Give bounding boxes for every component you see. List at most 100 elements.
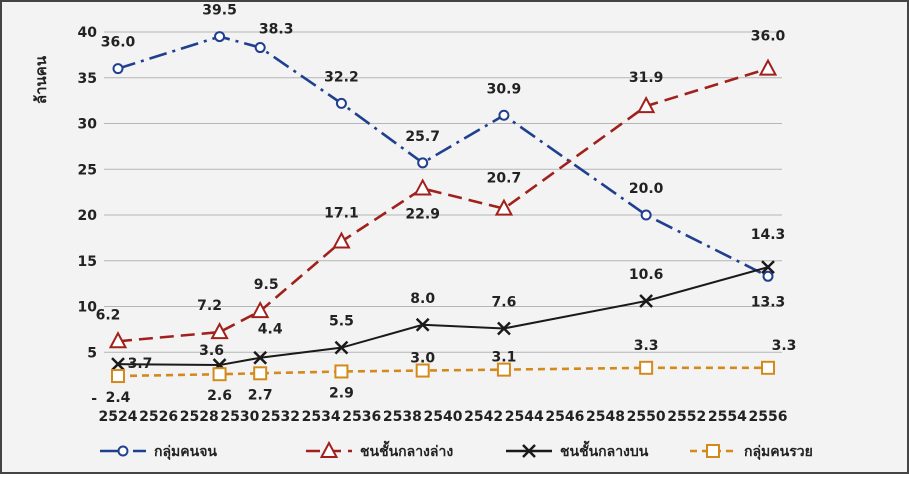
x-tick-label: 2534: [302, 409, 341, 425]
data-point: [334, 364, 349, 379]
x-axis: 2524 2526 2528 2530 2532 2534 2536 2538 2540 2542…: [99, 409, 788, 425]
data-point: [761, 360, 775, 375]
data-label: 3.1: [492, 350, 517, 366]
x-tick-label: 2526: [139, 409, 178, 425]
legend-label: ชนชั้นกลางล่าง: [360, 440, 453, 460]
data-point: [254, 42, 266, 54]
series-line: [117, 67, 769, 343]
data-point: [415, 363, 430, 378]
data-point: [761, 260, 775, 275]
data-point: [496, 362, 511, 377]
series-line: [117, 35, 769, 278]
legend: กลุ่มคนจน ชนชั้นกลางล่าง ชนชั้นกลางบน กลุ่ม…: [100, 440, 813, 460]
data-label: 25.7: [405, 129, 440, 145]
data-point: [253, 350, 268, 365]
data-point: [494, 198, 514, 216]
data-label: 9.5: [254, 277, 279, 293]
x-tick-label: 2552: [667, 409, 706, 425]
data-label: 6.2: [96, 307, 121, 323]
data-point: [762, 270, 774, 282]
y-tick-label: -: [91, 391, 97, 407]
data-label: 30.9: [487, 81, 522, 97]
data-point: [251, 300, 270, 319]
data-label: 3.7: [128, 356, 153, 372]
y-tick-label: 10: [78, 300, 98, 316]
x-tick-label: 2556: [749, 409, 788, 425]
x-tick-label: 2546: [545, 409, 584, 425]
data-label: 2.7: [248, 387, 273, 403]
x-tick-label: 2524: [99, 409, 138, 425]
data-label: 14.3: [751, 227, 786, 243]
data-label: 3.6: [199, 343, 224, 359]
legend-item: ชนชั้นกลางล่าง: [306, 440, 453, 460]
data-label: 10.6: [629, 267, 664, 283]
x-tick-label: 2530: [220, 409, 259, 425]
legend-marker: [522, 444, 536, 458]
data-label: 36.0: [101, 35, 136, 51]
data-point: [112, 63, 124, 75]
x-tick-label: 2532: [261, 409, 300, 425]
data-point: [335, 97, 347, 109]
legend-item: ชนชั้นกลางบน: [506, 440, 649, 460]
y-tick-label: 35: [78, 71, 97, 87]
data-point: [413, 178, 432, 196]
data-label: 31.9: [629, 70, 664, 86]
y-tick-label: 15: [78, 254, 97, 270]
data-label: 7.6: [492, 294, 517, 310]
y-tick-label: 20: [78, 208, 98, 224]
x-tick-label: 2538: [383, 409, 422, 425]
data-point: [636, 95, 656, 114]
data-label: 2.9: [329, 385, 354, 401]
x-tick-label: 2540: [424, 409, 463, 425]
y-tick-label: 5: [87, 345, 97, 361]
data-point: [111, 369, 125, 384]
data-point: [210, 322, 229, 340]
data-label: 36.0: [751, 29, 786, 45]
series-4: 2.4 2.6 2.7 2.9 3.0 3.1 3.3 3.3: [106, 338, 797, 406]
data-point: [758, 58, 778, 76]
series-3: 3.7 3.6 4.4 5.5 8.0 7.6 10.6 14.3: [111, 227, 786, 372]
data-label: 32.2: [324, 69, 359, 85]
legend-marker: [319, 440, 339, 458]
data-label: 2.4: [106, 390, 131, 406]
y-tick-label: 25: [78, 162, 97, 178]
data-label: 20.0: [629, 181, 664, 197]
data-point: [417, 157, 429, 169]
legend-label: กลุ่มคนจน: [154, 444, 217, 460]
y-tick-label: 30: [78, 117, 98, 133]
x-tick-label: 2536: [342, 409, 381, 425]
data-label: 13.3: [751, 294, 786, 310]
data-label: 20.7: [487, 171, 522, 187]
data-point: [498, 109, 510, 121]
data-label: 2.6: [207, 388, 232, 404]
data-point: [214, 31, 226, 43]
data-point: [639, 360, 654, 375]
data-label: 22.9: [405, 206, 440, 222]
data-label: 3.3: [772, 338, 797, 354]
x-tick-label: 2550: [627, 409, 666, 425]
x-tick-label: 2544: [505, 409, 544, 425]
data-label: 17.1: [324, 206, 359, 222]
data-label: 8.0: [410, 291, 435, 307]
data-point: [253, 366, 268, 381]
data-point: [111, 357, 125, 372]
data-label: 3.3: [634, 338, 659, 354]
data-point: [415, 317, 430, 332]
legend-item: กลุ่มคนรวย: [690, 444, 813, 460]
data-label: 38.3: [259, 22, 294, 38]
data-label: 3.0: [410, 351, 435, 367]
data-point: [639, 294, 654, 308]
series-2: 6.2 7.2 9.5 17.1 22.9 20.7 31.9 36.0: [96, 29, 786, 349]
data-point: [332, 231, 351, 249]
x-tick-label: 2542: [464, 409, 503, 425]
data-label: 4.4: [258, 322, 283, 338]
data-point: [108, 331, 128, 349]
x-tick-label: 2528: [180, 409, 219, 425]
gridlines: [104, 31, 782, 353]
data-label: 7.2: [197, 298, 222, 314]
data-point: [212, 367, 227, 382]
data-point: [334, 340, 349, 355]
